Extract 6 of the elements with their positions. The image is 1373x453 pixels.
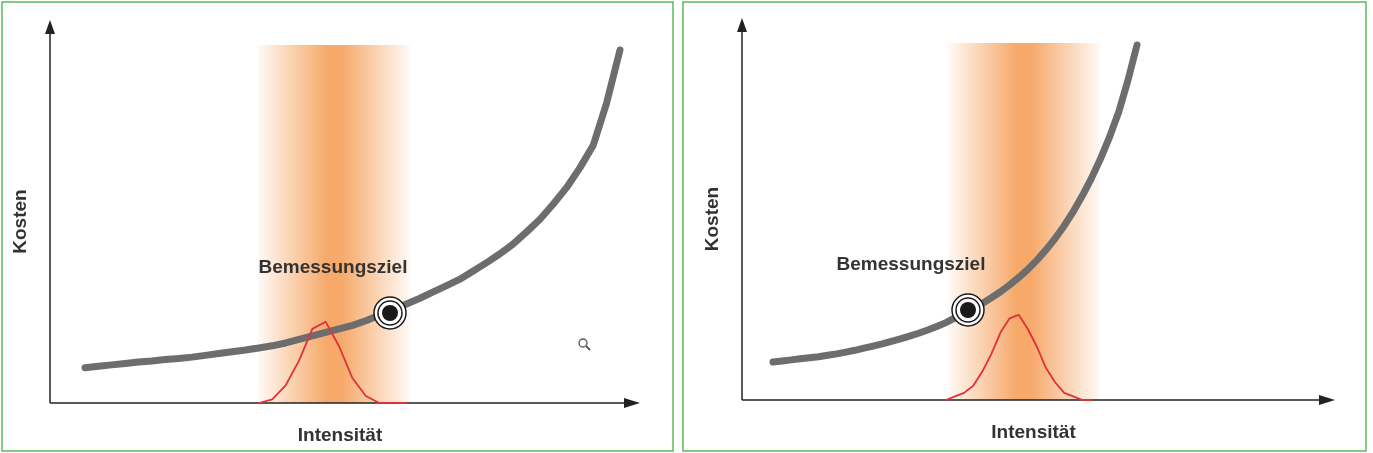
y-axis-title: Kosten — [9, 189, 30, 254]
y-axis-title: Kosten — [701, 186, 722, 252]
x-axis-title: Intensität — [297, 424, 383, 445]
x-axis-title: Intensität — [991, 421, 1077, 442]
annotation: Bemessungsziel — [836, 253, 986, 274]
annotation: Bemessungsziel — [258, 256, 408, 277]
